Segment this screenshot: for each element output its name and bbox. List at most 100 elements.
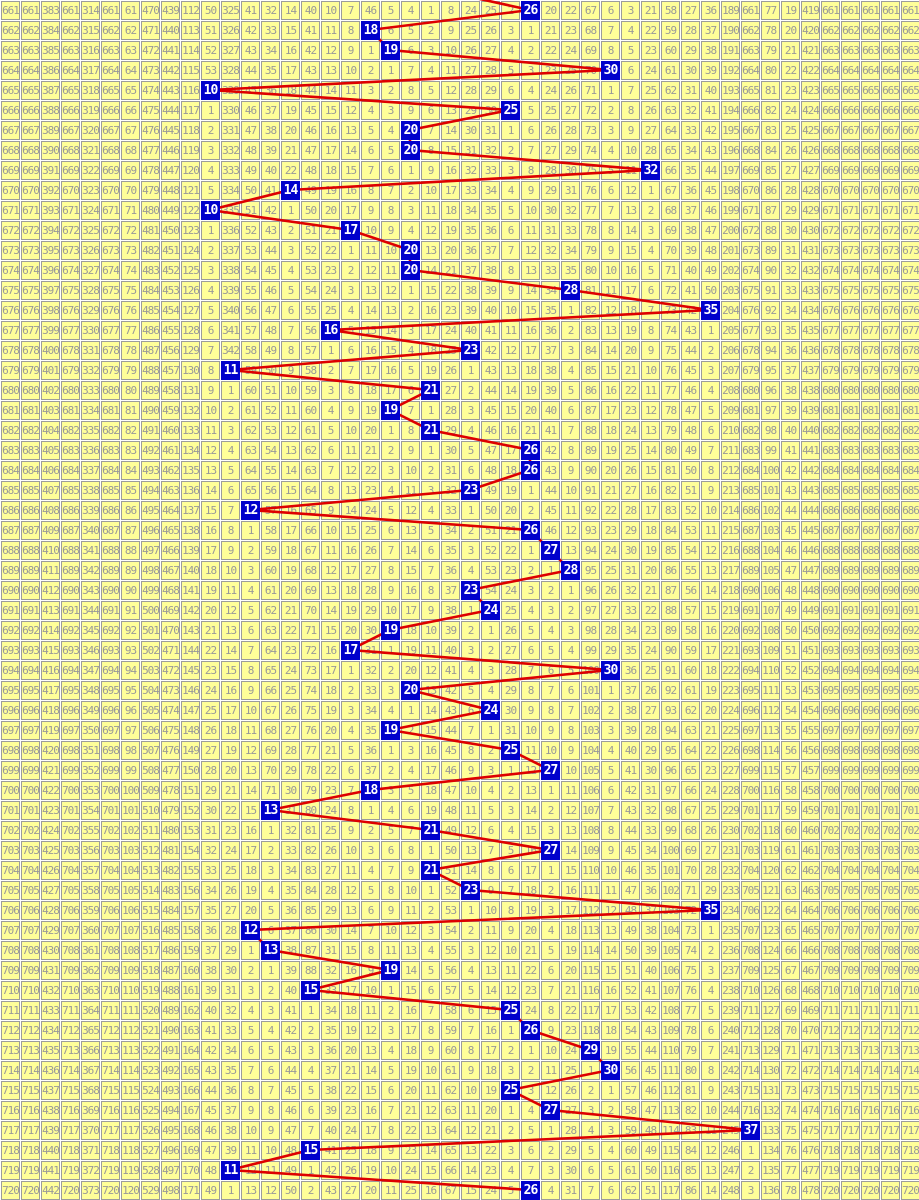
omission-cell: 492: [141, 441, 160, 460]
omission-cell: 44: [481, 381, 500, 400]
omission-cell: 464: [161, 501, 180, 520]
omission-cell: 58: [621, 1101, 640, 1120]
omission-cell: 204: [721, 301, 740, 320]
omission-cell: 30: [561, 161, 580, 180]
omission-cell: 46: [281, 1101, 300, 1120]
omission-cell: 691: [901, 601, 919, 620]
omission-cell: 1: [461, 501, 480, 520]
omission-cell: 9: [461, 761, 480, 780]
omission-cell: 27: [641, 701, 660, 720]
omission-cell: 77: [681, 1001, 700, 1020]
omission-cell: 130: [761, 1061, 780, 1080]
omission-cell: 69: [661, 221, 680, 240]
omission-cell: 14: [321, 81, 340, 100]
omission-cell: 713: [881, 1041, 900, 1060]
omission-cell: 52: [301, 241, 320, 260]
omission-cell: 168: [181, 1121, 200, 1140]
omission-cell: 524: [141, 1081, 160, 1100]
omission-cell: 87: [661, 581, 680, 600]
omission-cell: 44: [641, 1041, 660, 1060]
omission-cell: 12: [441, 81, 460, 100]
omission-cell: 14: [341, 921, 360, 940]
issue-cell: 702: [1, 821, 20, 840]
omission-cell: 88: [761, 221, 780, 240]
omission-cell: 18: [361, 1141, 380, 1160]
omission-cell: 116: [661, 1161, 680, 1180]
omission-cell: 323: [81, 181, 100, 200]
omission-cell: 6: [301, 1101, 320, 1120]
omission-cell: 69: [121, 161, 140, 180]
omission-cell: 7: [241, 1061, 260, 1080]
omission-cell: 33: [481, 161, 500, 180]
omission-cell: 45: [681, 361, 700, 380]
omission-cell: 25: [341, 1141, 360, 1160]
omission-cell: 30: [461, 121, 480, 140]
omission-cell: 30: [541, 201, 560, 220]
omission-cell: 116: [581, 981, 600, 1000]
omission-cell: 39: [461, 301, 480, 320]
omission-cell: 62: [621, 1181, 640, 1200]
omission-cell: 17: [621, 281, 640, 300]
omission-cell: 423: [41, 801, 60, 820]
omission-cell: 30: [501, 701, 520, 720]
omission-cell: 41: [781, 441, 800, 460]
omission-cell: 704: [821, 861, 840, 880]
omission-cell: 38: [441, 601, 460, 620]
omission-cell: 676: [101, 301, 120, 320]
omission-cell: 39: [481, 281, 500, 300]
omission-cell: 707: [861, 921, 880, 940]
omission-cell: 23: [561, 21, 580, 40]
omission-cell: 683: [841, 441, 860, 460]
omission-cell: 690: [21, 581, 40, 600]
omission-cell: 164: [181, 1041, 200, 1060]
omission-cell: 193: [721, 81, 740, 100]
omission-cell: 10: [501, 301, 520, 320]
omission-cell: 688: [861, 541, 880, 560]
omission-cell: 679: [101, 361, 120, 380]
omission-cell: 5: [501, 841, 520, 860]
omission-cell: 11: [341, 861, 360, 880]
omission-cell: 341: [81, 541, 100, 560]
omission-cell: 14: [641, 441, 660, 460]
omission-cell: 11: [241, 1141, 260, 1160]
omission-cell: 668: [61, 141, 80, 160]
omission-cell: 79: [761, 41, 780, 60]
omission-cell: 85: [121, 481, 140, 500]
omission-cell: 5: [461, 981, 480, 1000]
omission-cell: 4: [381, 801, 400, 820]
omission-cell: 157: [181, 901, 200, 920]
omission-cell: 5: [381, 821, 400, 840]
omission-cell: 502: [141, 641, 160, 660]
omission-cell: 685: [901, 481, 919, 500]
issue-cell: 664: [1, 61, 20, 80]
omission-cell: 14: [421, 701, 440, 720]
omission-cell: 18: [321, 161, 340, 180]
omission-cell: 2: [501, 1, 520, 20]
omission-cell: 1: [281, 201, 300, 220]
omission-cell: 684: [881, 461, 900, 480]
omission-cell: 43: [261, 221, 280, 240]
omission-cell: 34: [621, 621, 640, 640]
omission-cell: 675: [861, 281, 880, 300]
drawn-number-cell: 28: [561, 281, 580, 300]
omission-cell: 337: [81, 461, 100, 480]
omission-cell: 1: [421, 881, 440, 900]
omission-cell: 161: [181, 981, 200, 1000]
omission-cell: 675: [881, 281, 900, 300]
omission-cell: 16: [341, 541, 360, 560]
omission-cell: 113: [181, 21, 200, 40]
omission-cell: 82: [661, 481, 680, 500]
omission-cell: 30: [641, 761, 660, 780]
omission-cell: 52: [481, 541, 500, 560]
omission-cell: 13: [521, 261, 540, 280]
omission-cell: 341: [221, 321, 240, 340]
omission-cell: 37: [621, 681, 640, 700]
omission-cell: 6: [401, 41, 420, 60]
omission-cell: 715: [61, 1081, 80, 1100]
omission-cell: 53: [441, 901, 460, 920]
omission-cell: 41: [681, 281, 700, 300]
omission-cell: 18: [481, 1061, 500, 1080]
omission-cell: 5: [701, 401, 720, 420]
omission-cell: 692: [841, 621, 860, 640]
omission-cell: 371: [81, 1141, 100, 1160]
